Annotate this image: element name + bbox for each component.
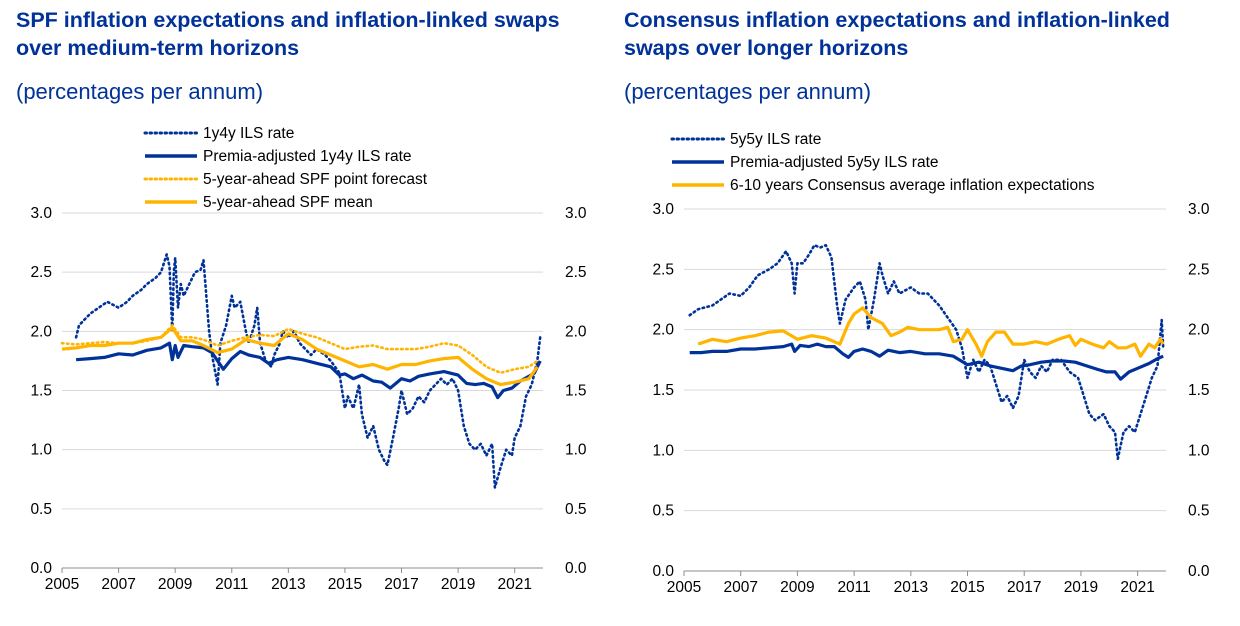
x-tick-label: 2013 (894, 579, 928, 596)
legend-label: Premia-adjusted 1y4y ILS rate (203, 148, 412, 165)
series-line-3 (697, 306, 1165, 358)
y-tick-label-left: 2.5 (30, 264, 52, 281)
y-tick-label-left: 0.5 (652, 503, 674, 520)
series-line-2 (75, 341, 542, 400)
x-tick-label: 2005 (45, 576, 79, 593)
chart-right: 0.0 0.0 0.5 0.5 1.0 1.0 1.5 1.5 2.0 2.0 2.5 2.5 3.0 3… (652, 131, 1210, 596)
y-tick-label-right: 3.0 (565, 205, 587, 222)
series-line-1 (688, 243, 1165, 461)
x-tick-label: 2011 (837, 579, 870, 596)
y-tick-label-left: 3.0 (30, 205, 52, 222)
x-tick-label: 2013 (271, 576, 305, 593)
x-tick-label: 2007 (723, 579, 757, 596)
chart-panel-left: SPF inflation expectations and inflation… (0, 0, 610, 626)
y-tick-label-left: 0.0 (652, 563, 674, 580)
x-tick-label: 2009 (780, 579, 814, 596)
x-tick-label: 2021 (497, 576, 531, 593)
series-line-1 (74, 253, 542, 489)
x-tick-label: 2007 (101, 576, 135, 593)
y-tick-label-right: 0.0 (565, 560, 587, 577)
y-tick-label-right: 0.5 (1188, 503, 1210, 520)
x-tick-label: 2019 (1064, 579, 1098, 596)
x-tick-label: 2017 (384, 576, 418, 593)
y-tick-label-left: 1.5 (30, 383, 52, 400)
x-tick-label: 2005 (667, 579, 701, 596)
x-tick-label: 2015 (950, 579, 984, 596)
y-tick-label-right: 2.5 (1188, 261, 1210, 278)
legend-label: Premia-adjusted 5y5y ILS rate (730, 154, 939, 171)
y-tick-label-left: 2.0 (30, 323, 52, 340)
y-tick-label-left: 2.0 (652, 322, 674, 339)
y-tick-label-right: 1.0 (1188, 442, 1210, 459)
y-tick-label-right: 1.5 (565, 383, 587, 400)
x-tick-label: 2017 (1007, 579, 1041, 596)
y-tick-label-right: 2.5 (565, 264, 587, 281)
chart-panel-right: Consensus inflation expectations and inf… (620, 0, 1230, 626)
legend-label: 6-10 years Consensus average inflation e… (730, 177, 1095, 194)
y-tick-label-right: 3.0 (1188, 201, 1210, 218)
series-line-3 (60, 324, 539, 375)
y-tick-label-left: 1.5 (652, 382, 674, 399)
y-tick-label-right: 0.0 (1188, 563, 1210, 580)
y-tick-label-right: 1.0 (565, 442, 587, 459)
chart-title-right: Consensus inflation expectations and inf… (624, 8, 1170, 60)
y-tick-label-right: 1.5 (1188, 382, 1210, 399)
x-tick-label: 2015 (328, 576, 362, 593)
y-tick-label-left: 1.0 (30, 442, 52, 459)
y-tick-label-left: 2.5 (652, 261, 674, 278)
legend-label: 1y4y ILS rate (203, 125, 294, 142)
x-tick-label: 2021 (1120, 579, 1154, 596)
y-tick-label-left: 0.0 (30, 560, 52, 577)
x-tick-label: 2019 (441, 576, 475, 593)
legend-label: 5y5y ILS rate (730, 131, 821, 148)
chart-subtitle-left: (percentages per annum) (16, 79, 264, 104)
series-line-2 (689, 342, 1164, 381)
chart-title-left: SPF inflation expectations and inflation… (16, 8, 560, 60)
chart-subtitle-right: (percentages per annum) (624, 79, 872, 104)
legend-label: 5-year-ahead SPF point forecast (203, 171, 428, 188)
series-line-4 (61, 326, 539, 387)
x-tick-label: 2011 (215, 576, 248, 593)
y-tick-label-right: 2.0 (565, 323, 587, 340)
y-tick-label-right: 2.0 (1188, 322, 1210, 339)
y-tick-label-left: 0.5 (30, 501, 52, 518)
y-tick-label-left: 3.0 (652, 201, 674, 218)
y-tick-label-right: 0.5 (565, 501, 587, 518)
chart-left: 0.0 0.0 0.5 0.5 1.0 1.0 1.5 1.5 2.0 2.0 2.5 2.5 3.0 3… (30, 125, 587, 593)
legend-label: 5-year-ahead SPF mean (203, 194, 373, 211)
x-tick-label: 2009 (158, 576, 192, 593)
y-tick-label-left: 1.0 (652, 442, 674, 459)
